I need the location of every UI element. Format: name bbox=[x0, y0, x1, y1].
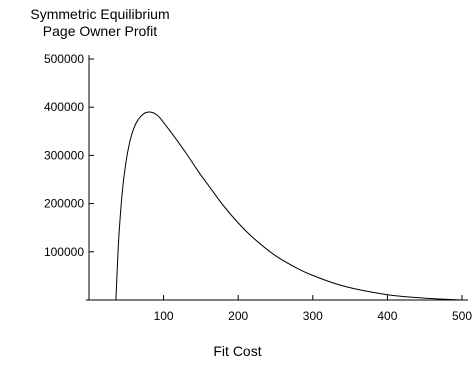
x-axis-title: Fit Cost bbox=[213, 343, 262, 359]
y-tick-label: 100000 bbox=[44, 245, 84, 259]
x-tick-label: 300 bbox=[303, 309, 323, 323]
x-tick-label: 500 bbox=[452, 309, 472, 323]
profit-curve bbox=[115, 111, 463, 301]
x-tick-label: 100 bbox=[154, 309, 174, 323]
y-tick-label: 200000 bbox=[44, 197, 84, 211]
y-axis-title-line-2: Page Owner Profit bbox=[42, 23, 158, 39]
y-axis-title-line-1: Symmetric Equilibrium bbox=[30, 6, 170, 22]
x-tick-label: 200 bbox=[228, 309, 248, 323]
y-tick-label: 400000 bbox=[44, 100, 84, 114]
y-axis-title: Symmetric Equilibrium Page Owner Profit bbox=[0, 6, 200, 40]
y-tick-label: 500000 bbox=[44, 52, 84, 66]
x-tick-label: 400 bbox=[377, 309, 397, 323]
y-tick-label: 300000 bbox=[44, 148, 84, 162]
